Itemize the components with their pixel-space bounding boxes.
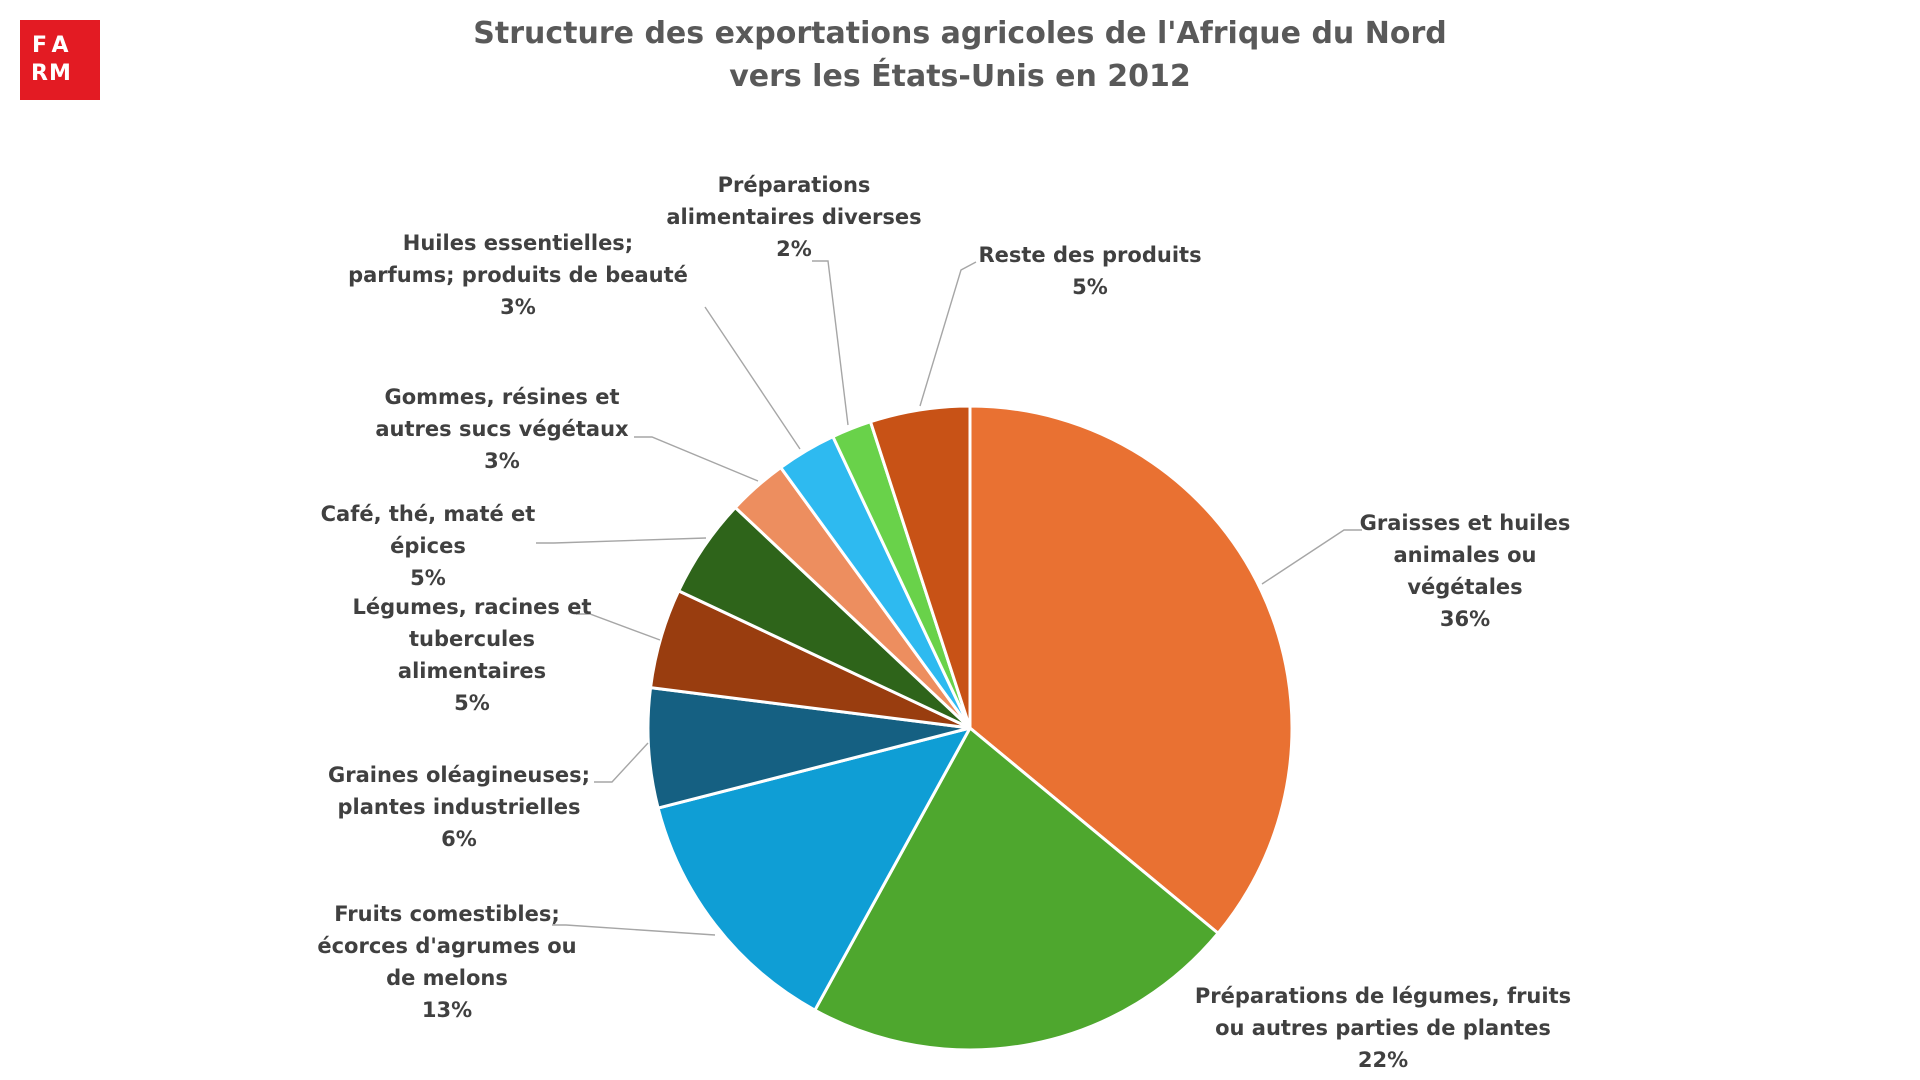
slice-name-line: végétales xyxy=(1407,575,1522,599)
slice-labels: Graisses et huiles animales ou végétales 36… xyxy=(317,173,1571,1072)
slice-name-line: Graisses et huiles xyxy=(1360,511,1571,535)
slice-name-line: Légumes, racines et xyxy=(353,595,592,619)
leader-line xyxy=(704,306,801,450)
logo-letter: R xyxy=(31,61,48,86)
slice-value-label: 3% xyxy=(484,449,520,473)
slice-name-line: Préparations xyxy=(718,173,871,197)
leader-lines xyxy=(536,260,1362,936)
slice-value-label: 2% xyxy=(776,237,812,261)
slice-value-label: 13% xyxy=(422,998,472,1022)
slice-name-line: parfums; produits de beauté xyxy=(348,263,688,287)
slice-name-line: animales ou xyxy=(1393,543,1536,567)
slice-label: Gommes, résines et autres sucs végétaux 3% xyxy=(375,385,629,473)
slice-name-line: Préparations de légumes, fruits xyxy=(1195,984,1571,1008)
slice-label: Préparations alimentaires diverses 2% xyxy=(666,173,921,261)
slice-label: Café, thé, maté et épices 5% xyxy=(321,502,536,590)
slice-name-line: plantes industrielles xyxy=(337,795,580,819)
leader-line xyxy=(536,537,707,544)
slice-label: Fruits comestibles; écorces d'agrumes ou d… xyxy=(317,902,576,1022)
slice-name-line: alimentaires xyxy=(398,659,546,683)
pie-slice xyxy=(813,726,1220,1052)
leader-line xyxy=(552,924,716,936)
slice-name-line: de melons xyxy=(386,966,508,990)
slice-label: Reste des produits 5% xyxy=(978,243,1201,299)
pie-slice xyxy=(656,726,972,1012)
leader-line xyxy=(1261,529,1362,585)
pie-slice xyxy=(869,404,972,730)
chart-title-line-1: Structure des exportations agricoles de … xyxy=(473,16,1447,51)
logo-letter: M xyxy=(49,61,71,86)
leader-line xyxy=(576,613,661,641)
slice-label: Préparations de légumes, fruits ou autres… xyxy=(1195,984,1571,1072)
leader-line xyxy=(919,261,977,407)
slice-value-label: 3% xyxy=(500,295,536,319)
slice-label: Légumes, racines et tubercules alimentaire… xyxy=(353,595,592,715)
logo-letter: F xyxy=(32,33,48,58)
slice-value-label: 36% xyxy=(1440,607,1490,631)
slice-name-line: autres sucs végétaux xyxy=(375,417,629,441)
slice-label: Graines oléagineuses; plantes industriell… xyxy=(328,763,590,851)
pie-slices xyxy=(646,404,1294,1052)
pie-slice xyxy=(968,404,1294,935)
chart-title-line-2: vers les États-Unis en 2012 xyxy=(729,59,1191,94)
slice-name-line: épices xyxy=(390,534,466,558)
slice-name-line: ou autres parties de plantes xyxy=(1215,1016,1551,1040)
slice-name-line: Reste des produits xyxy=(978,243,1201,267)
chart-title: Structure des exportations agricoles de … xyxy=(360,12,1560,98)
slice-name-line: écorces d'agrumes ou xyxy=(317,934,576,958)
slice-value-label: 6% xyxy=(441,827,477,851)
leader-line xyxy=(634,436,759,482)
slice-name-line: Fruits comestibles; xyxy=(334,902,559,926)
pie-slice xyxy=(646,686,972,810)
slice-value-label: 5% xyxy=(410,566,446,590)
slice-name-line: Café, thé, maté et xyxy=(321,502,536,526)
slice-name-line: Huiles essentielles; xyxy=(403,231,633,255)
leader-line xyxy=(812,260,849,426)
slice-name-line: Gommes, résines et xyxy=(384,385,619,409)
leader-line xyxy=(594,742,649,783)
slice-label: Huiles essentielles; parfums; produits de… xyxy=(348,231,688,319)
slice-label: Graisses et huiles animales ou végétales 36… xyxy=(1360,511,1571,631)
slice-value-label: 5% xyxy=(454,691,490,715)
slice-name-line: Graines oléagineuses; xyxy=(328,763,590,787)
logo-letter: A xyxy=(51,33,69,58)
slice-name-line: tubercules xyxy=(409,627,535,651)
slice-value-label: 22% xyxy=(1358,1048,1408,1072)
slice-value-label: 5% xyxy=(1072,275,1108,299)
slice-name-line: alimentaires diverses xyxy=(666,205,921,229)
